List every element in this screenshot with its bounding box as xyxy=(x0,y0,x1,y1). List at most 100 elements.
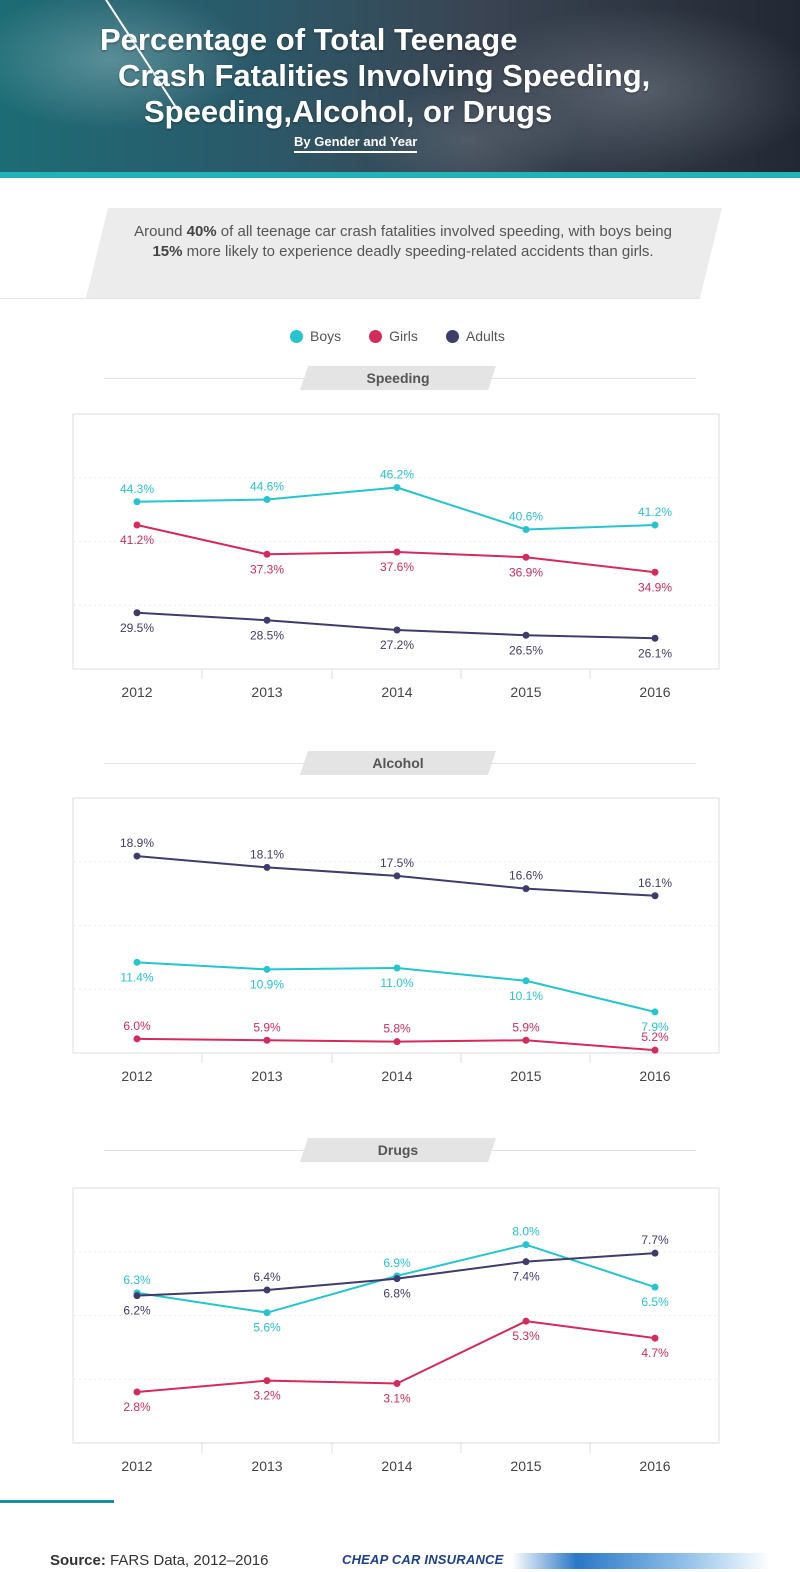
page-subtitle: By Gender and Year xyxy=(294,134,418,153)
data-label-adults: 7.7% xyxy=(641,1233,669,1247)
data-label-adults: 26.1% xyxy=(638,646,672,660)
data-label-girls: 5.9% xyxy=(253,1020,281,1034)
data-point-girls xyxy=(393,1038,401,1046)
data-point-girls xyxy=(263,1377,271,1385)
source-note: Source: FARS Data, 2012–2016 xyxy=(50,1552,268,1569)
data-point-adults xyxy=(263,1286,271,1294)
data-label-boys: 6.3% xyxy=(123,1273,151,1287)
data-point-adults xyxy=(263,616,271,624)
header-photo xyxy=(0,0,800,178)
data-point-boys xyxy=(651,1008,659,1016)
data-label-boys: 10.9% xyxy=(250,977,284,991)
data-label-boys: 46.2% xyxy=(380,468,414,482)
x-tick-label: 2016 xyxy=(639,684,670,700)
data-label-girls: 4.7% xyxy=(641,1346,669,1360)
data-point-girls xyxy=(393,548,401,556)
data-point-adults xyxy=(133,609,141,617)
data-point-adults xyxy=(133,852,141,860)
x-tick-label: 2016 xyxy=(639,1068,670,1084)
data-label-girls: 6.0% xyxy=(123,1019,151,1033)
legend: Boys Girls Adults xyxy=(290,328,505,344)
data-point-boys xyxy=(651,521,659,529)
data-label-adults: 6.8% xyxy=(383,1287,411,1301)
data-point-girls xyxy=(133,1388,141,1396)
data-point-girls xyxy=(263,550,271,558)
x-tick-label: 2014 xyxy=(381,1458,412,1474)
section-title-alcohol: Alcohol xyxy=(372,755,424,771)
data-point-girls xyxy=(133,521,141,529)
data-point-adults xyxy=(522,885,530,893)
data-label-boys: 11.0% xyxy=(380,976,413,990)
intro-callout xyxy=(86,208,722,298)
data-point-girls xyxy=(651,1334,659,1342)
data-label-girls: 3.2% xyxy=(253,1389,281,1403)
section-tab-drugs xyxy=(300,1138,496,1162)
data-label-boys: 44.3% xyxy=(120,482,154,496)
data-label-boys: 7.9% xyxy=(641,1020,669,1034)
source-text: FARS Data, 2012–2016 xyxy=(105,1552,269,1569)
x-tick-label: 2016 xyxy=(639,1458,670,1474)
data-point-girls xyxy=(393,1380,401,1387)
data-point-boys xyxy=(263,965,271,973)
data-label-adults: 16.6% xyxy=(509,869,543,883)
data-point-adults xyxy=(133,1292,141,1300)
title-line-2: Crash Fatalities Involving Speeding, xyxy=(118,58,651,93)
section-tab-alcohol xyxy=(300,751,496,775)
data-label-girls: 36.9% xyxy=(509,565,543,579)
x-tick-label: 2015 xyxy=(510,1068,541,1084)
data-point-adults xyxy=(263,863,271,871)
data-point-girls xyxy=(651,1046,659,1054)
footer-accent-line xyxy=(0,1500,114,1503)
legend-dot-boys xyxy=(290,329,303,343)
section-title-speeding: Speeding xyxy=(366,370,430,386)
data-point-girls xyxy=(522,1036,530,1044)
data-point-adults xyxy=(651,1249,659,1257)
data-point-girls xyxy=(651,568,659,576)
data-label-adults: 27.2% xyxy=(380,638,414,652)
title-line-3: Speeding,Alcohol, or Drugs xyxy=(144,94,553,129)
data-point-boys xyxy=(133,958,141,966)
data-point-adults xyxy=(393,1275,401,1283)
data-point-adults xyxy=(522,631,530,639)
title-line-1: Percentage of Total Teenage xyxy=(100,22,518,57)
data-label-boys: 5.6% xyxy=(253,1321,281,1335)
data-point-girls xyxy=(133,1035,141,1043)
data-label-boys: 44.6% xyxy=(250,480,284,494)
data-point-boys xyxy=(522,977,530,985)
data-label-girls: 5.3% xyxy=(512,1329,540,1343)
data-label-adults: 29.5% xyxy=(120,621,154,635)
intro-text-2: of all teenage car crash fatalities invo… xyxy=(216,223,672,240)
data-label-adults: 18.1% xyxy=(250,847,284,861)
data-point-boys xyxy=(651,1283,659,1291)
data-point-adults xyxy=(522,1258,530,1266)
x-tick-label: 2015 xyxy=(510,684,541,700)
data-label-girls: 37.3% xyxy=(250,562,284,576)
x-tick-label: 2012 xyxy=(121,1458,152,1474)
data-label-girls: 2.8% xyxy=(123,1400,151,1414)
x-tick-label: 2015 xyxy=(510,1458,541,1474)
data-label-boys: 10.1% xyxy=(509,989,543,1003)
data-point-boys xyxy=(522,526,530,533)
data-point-boys xyxy=(263,1309,271,1317)
header-banner: Percentage of Total Teenage Crash Fatali… xyxy=(0,0,800,178)
data-label-adults: 17.5% xyxy=(380,856,414,870)
section-title-drugs: Drugs xyxy=(377,1142,419,1158)
source-label: Source: xyxy=(50,1552,106,1569)
legend-item-boys: Boys xyxy=(290,328,341,344)
data-label-boys: 6.9% xyxy=(383,1256,411,1270)
alcohol-chart: 2012 2013 2014 2015 2016 11.4% 10.9% 11.0% 10.1%… xyxy=(72,797,720,1084)
legend-label-girls: Girls xyxy=(389,328,418,344)
brand-logo: CHEAP CAR INSURANCE xyxy=(342,1552,504,1567)
x-tick-label: 2013 xyxy=(251,1458,282,1474)
data-point-girls xyxy=(263,1036,271,1044)
section-tab-speeding xyxy=(300,366,496,390)
page-title: Percentage of Total Teenage Crash Fatali… xyxy=(100,22,780,130)
data-label-girls: 5.9% xyxy=(512,1020,540,1034)
data-label-girls: 5.8% xyxy=(383,1022,411,1036)
data-label-adults: 7.4% xyxy=(512,1270,540,1284)
data-label-adults: 16.1% xyxy=(638,876,672,890)
data-point-girls xyxy=(522,1317,530,1325)
data-label-boys: 41.2% xyxy=(638,505,672,519)
data-label-boys: 11.4% xyxy=(120,970,153,984)
speeding-chart: 2012 2013 2014 2015 2016 44.3% 44.6% 46.2% 40.6%… xyxy=(72,413,720,700)
